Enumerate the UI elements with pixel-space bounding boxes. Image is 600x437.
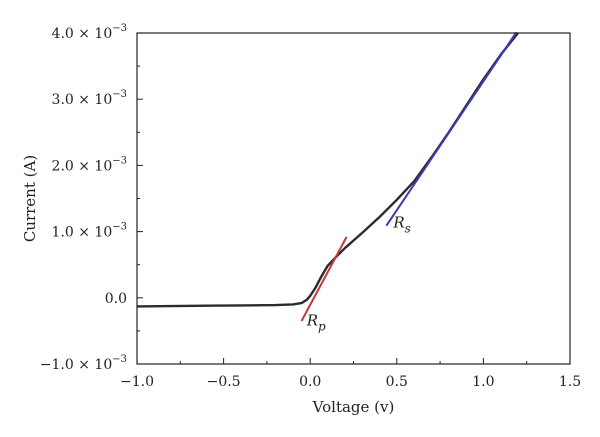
y-tick-label: 2.0 × 10−3 (52, 155, 127, 174)
x-tick-label: 1.0 (472, 374, 494, 390)
plot-area: Rp Rs (136, 31, 519, 334)
x-tick-label: 0.5 (386, 374, 408, 390)
axes: −1.0 −0.5 0.0 0.5 1.0 1.5 −1.0 × 10−3 0.0 1.0 × … (40, 23, 581, 390)
x-tick-label: −0.5 (207, 374, 241, 390)
y-tick-label: 3.0 × 10−3 (52, 89, 127, 108)
annotation-rs: Rs (392, 214, 410, 236)
x-axis-label: Voltage (v) (312, 398, 395, 416)
iv-curve-line (136, 32, 519, 308)
fit-line-rp (300, 236, 348, 322)
x-tick-label: −1.0 (120, 374, 154, 390)
y-tick-label: 4.0 × 10−3 (52, 23, 127, 42)
y-tick-label: 1.0 × 10−3 (52, 222, 127, 241)
y-axis-label: Current (A) (21, 155, 39, 242)
x-tick-label: 1.5 (559, 374, 581, 390)
x-tick-label: 0.0 (299, 374, 321, 390)
plot-frame (136, 32, 571, 365)
y-tick-label: 0.0 (105, 291, 127, 307)
annotation-rp: Rp (306, 312, 326, 334)
fit-line-rs (385, 31, 518, 227)
y-tick-label: −1.0 × 10−3 (40, 354, 127, 373)
